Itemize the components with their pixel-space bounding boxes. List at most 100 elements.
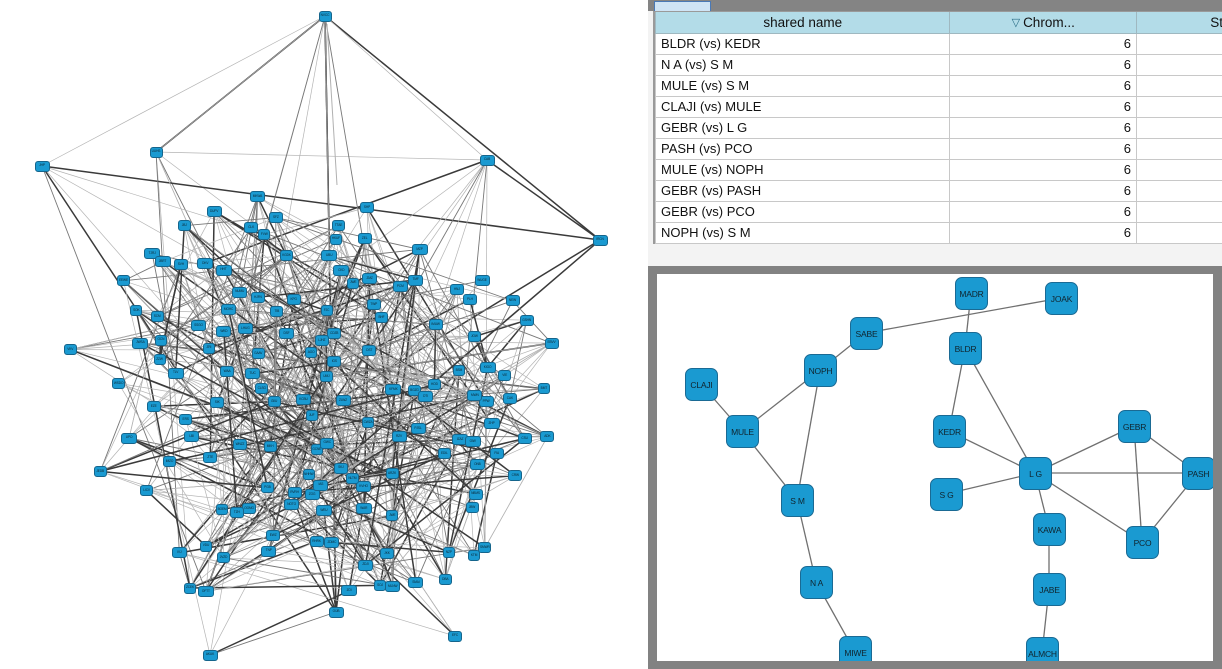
main-network-node[interactable]: MWN: [467, 390, 483, 402]
main-network-node[interactable]: AOO: [305, 346, 318, 358]
column-header-chromosome[interactable]: ▽ Chrom...: [949, 12, 1137, 34]
main-network-node[interactable]: HKUF: [329, 233, 342, 245]
main-network-node[interactable]: NEW: [505, 295, 520, 307]
subnetwork-node-pco[interactable]: PCO: [1126, 526, 1159, 559]
main-network-node[interactable]: ZHP: [483, 418, 500, 430]
main-network-edge[interactable]: [205, 159, 488, 264]
main-network-node[interactable]: NZP: [442, 546, 455, 558]
main-network-edge[interactable]: [179, 552, 350, 592]
main-network-edge[interactable]: [399, 286, 450, 553]
cell-shared_name[interactable]: GEBR (vs) PASH: [654, 179, 951, 202]
cell-chromosome[interactable]: 6: [949, 200, 1137, 223]
main-network-edge[interactable]: [365, 453, 445, 566]
main-network-edge[interactable]: [334, 289, 457, 363]
main-network-edge[interactable]: [175, 372, 353, 479]
cell-start_point[interactable]: 10000000: [1135, 53, 1222, 76]
main-network-node[interactable]: OCN: [154, 334, 167, 346]
cell-start_point[interactable]: 1: [1135, 32, 1222, 55]
main-network-node[interactable]: JWE: [347, 277, 360, 289]
main-network-edge[interactable]: [157, 238, 337, 318]
main-network-edge[interactable]: [128, 437, 268, 489]
cell-shared_name[interactable]: PASH (vs) PCO: [654, 137, 951, 160]
main-network-node[interactable]: PLH: [462, 293, 477, 305]
main-network-node[interactable]: ZDJI: [358, 559, 373, 571]
main-network-edge[interactable]: [209, 590, 350, 656]
main-network-node[interactable]: JKK: [380, 548, 394, 560]
main-network-node[interactable]: MLNW: [385, 581, 401, 593]
main-network-node[interactable]: HJFN: [250, 291, 265, 303]
main-network-node[interactable]: ZEL: [357, 233, 372, 245]
main-network-node[interactable]: ARZK: [385, 468, 399, 480]
cell-shared_name[interactable]: N A (vs) S M: [654, 53, 951, 76]
main-network-node[interactable]: CAB: [479, 154, 495, 166]
main-network-edge[interactable]: [474, 319, 527, 338]
main-network-node[interactable]: SMWR: [478, 542, 492, 554]
cell-chromosome[interactable]: 6: [949, 95, 1137, 118]
main-network-node[interactable]: DBA: [438, 573, 452, 585]
main-network-edge[interactable]: [324, 15, 330, 256]
main-network-node[interactable]: ZOI: [341, 585, 358, 597]
subnetwork-node-almch[interactable]: ALMCH: [1026, 637, 1059, 661]
main-network-edge[interactable]: [223, 449, 318, 559]
cell-chromosome[interactable]: 6: [949, 74, 1137, 97]
main-network-edge[interactable]: [286, 225, 339, 256]
main-network-node[interactable]: TJRJ: [144, 248, 161, 260]
main-network-node[interactable]: ZCEK: [184, 582, 196, 594]
main-network-node[interactable]: JOW: [467, 331, 481, 343]
main-network-node[interactable]: TWP: [366, 298, 381, 310]
main-network-edge[interactable]: [184, 217, 276, 227]
main-network-node[interactable]: EEWE: [117, 275, 130, 287]
subnetwork-node-bldr[interactable]: BLDR: [949, 332, 982, 365]
main-network-edge[interactable]: [366, 207, 473, 508]
main-network-edge[interactable]: [257, 296, 335, 334]
main-network-edge[interactable]: [146, 490, 446, 580]
table-tab[interactable]: [654, 1, 711, 11]
subnetwork-edge[interactable]: [1034, 472, 1143, 543]
main-network-node[interactable]: ZZW: [153, 354, 166, 366]
subnetwork-node-sg[interactable]: S G: [930, 478, 963, 511]
main-network-edge[interactable]: [326, 342, 552, 378]
main-network-node[interactable]: NVCC: [318, 10, 332, 22]
main-network-edge[interactable]: [327, 395, 476, 444]
main-network-node[interactable]: ZLWZ: [335, 395, 351, 407]
main-network-edge[interactable]: [264, 207, 368, 235]
main-network-node[interactable]: DUFV: [206, 205, 222, 217]
main-network-node[interactable]: JVZD: [217, 552, 230, 564]
main-network-edge[interactable]: [118, 383, 224, 558]
main-network-node[interactable]: FVW: [258, 229, 271, 240]
main-network-edge[interactable]: [223, 331, 238, 513]
main-network-edge[interactable]: [189, 540, 317, 589]
main-network-edge[interactable]: [174, 225, 186, 374]
main-network-node[interactable]: SHP: [360, 202, 374, 213]
main-network-edge[interactable]: [151, 253, 177, 374]
main-network-edge[interactable]: [223, 269, 382, 319]
main-network-node[interactable]: BOEM: [216, 504, 229, 516]
main-network-edge[interactable]: [223, 557, 393, 588]
main-network-node[interactable]: NUMU: [232, 286, 248, 298]
main-network-edge[interactable]: [252, 373, 475, 396]
main-network-node[interactable]: BHF: [375, 312, 388, 324]
cell-shared_name[interactable]: MULE (vs) NOPH: [654, 158, 951, 181]
main-network-edge[interactable]: [276, 311, 335, 363]
main-network-edge[interactable]: [486, 159, 601, 241]
main-network-edge[interactable]: [261, 255, 330, 390]
main-network-edge[interactable]: [324, 15, 601, 241]
main-network-edge[interactable]: [136, 310, 210, 349]
main-network-node[interactable]: RVRH: [287, 487, 302, 498]
main-network-node[interactable]: HNJ: [449, 284, 464, 296]
main-network-edge[interactable]: [250, 227, 278, 312]
table-row[interactable]: GEBR (vs) L G6300000004300000016.9: [654, 116, 1222, 139]
main-network-node[interactable]: JBJ: [177, 220, 191, 232]
main-network-node[interactable]: EZE: [146, 400, 161, 412]
main-network-node[interactable]: VIE: [498, 370, 512, 382]
main-network-edge[interactable]: [99, 264, 182, 472]
main-network-edge[interactable]: [226, 15, 326, 372]
main-network-edge[interactable]: [208, 347, 516, 477]
main-network-node[interactable]: ADK: [540, 431, 555, 443]
table-row[interactable]: MULE (vs) NOPH6350000004200000010.5: [654, 158, 1222, 181]
main-network-node[interactable]: GIIU: [267, 396, 281, 408]
cell-shared_name[interactable]: BLDR (vs) KEDR: [654, 32, 951, 55]
main-network-node[interactable]: OFTT: [197, 585, 214, 597]
main-network-edge[interactable]: [324, 15, 488, 161]
main-network-edge[interactable]: [118, 291, 240, 384]
